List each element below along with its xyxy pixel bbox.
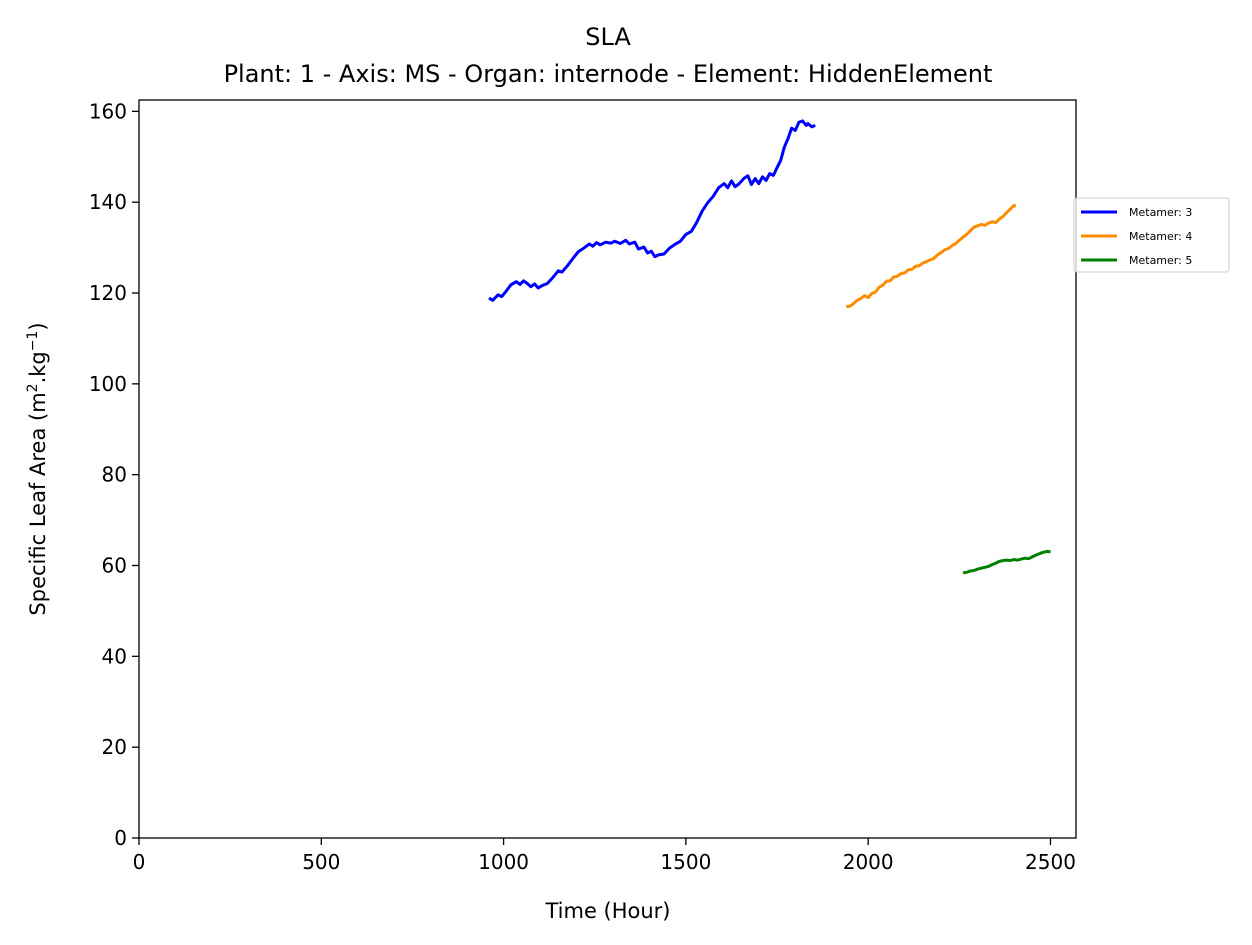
- series-line-3: [488, 119, 816, 302]
- y-tick-label: 80: [102, 463, 127, 487]
- y-tick-label: 100: [89, 372, 127, 396]
- legend-label-3: Metamer: 3: [1129, 206, 1192, 219]
- series-line-4: [846, 203, 1017, 309]
- x-tick-label: 2500: [1025, 850, 1076, 874]
- y-axis-label-mid: .kg: [26, 351, 50, 383]
- series-line-5: [962, 549, 1051, 575]
- y-axis-label-end: ): [26, 322, 50, 330]
- x-tick-label: 0: [133, 850, 146, 874]
- x-tick-label: 2000: [843, 850, 894, 874]
- y-tick-label: 20: [102, 735, 127, 759]
- y-tick-label: 120: [89, 281, 127, 305]
- y-tick-label: 40: [102, 644, 127, 668]
- legend-box: [1073, 197, 1230, 273]
- y-axis-label-sup1: 2: [25, 383, 41, 392]
- chart-title: SLA: [585, 23, 631, 51]
- y-axis-label-sup2: −1: [25, 331, 41, 352]
- y-axis-ticks: 0 20 40 60 80 100 120 140 160: [89, 99, 139, 850]
- x-axis-ticks: 0 500 1000 1500 2000 2500: [133, 838, 1076, 874]
- y-axis-label-text: Specific Leaf Area (m: [26, 392, 50, 615]
- legend-label-4: Metamer: 4: [1129, 230, 1192, 243]
- chart-subtitle: Plant: 1 - Axis: MS - Organ: internode -…: [224, 60, 993, 88]
- plot-lines: [488, 119, 1051, 575]
- x-axis-label: Time (Hour): [544, 899, 670, 923]
- plot-frame: [138, 99, 1077, 839]
- x-tick-label: 500: [302, 850, 340, 874]
- legend: Metamer: 3 Metamer: 4 Metamer: 5: [1073, 197, 1230, 273]
- x-tick-label: 1500: [660, 850, 711, 874]
- legend-label-5: Metamer: 5: [1129, 254, 1192, 267]
- x-tick-label: 1000: [478, 850, 529, 874]
- y-axis-label: Specific Leaf Area (m2.kg−1): [25, 322, 50, 615]
- y-tick-label: 0: [114, 826, 127, 850]
- y-tick-label: 140: [89, 190, 127, 214]
- y-tick-label: 60: [102, 554, 127, 578]
- y-tick-label: 160: [89, 99, 127, 123]
